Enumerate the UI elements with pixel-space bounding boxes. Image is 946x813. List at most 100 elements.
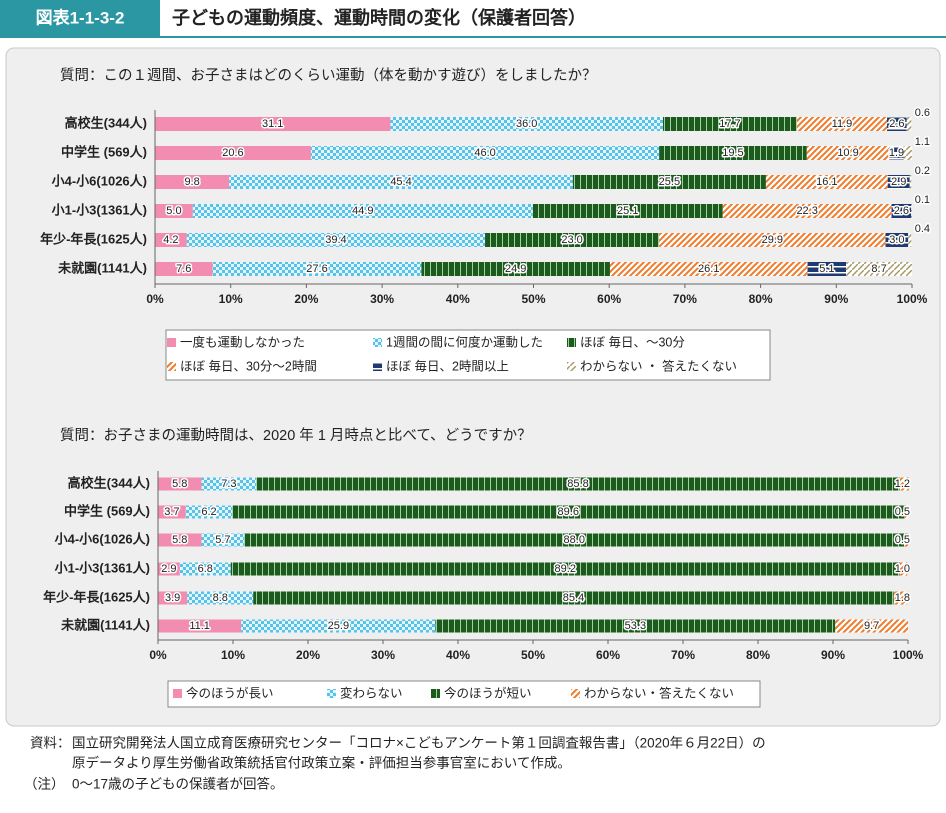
x-tick-label: 70% [673,292,697,306]
bar-segment [435,619,836,633]
figure-title: 子どもの運動頻度、運動時間の変化（保護者回答） [172,7,586,28]
value-label: 29.9 [762,234,783,246]
bar-segment [256,477,900,491]
bar-segment [155,204,193,218]
bar-segment [889,146,904,160]
bar-segment [201,533,245,547]
bar-segment [158,533,202,547]
legend-label: 1週間の間に何度か運動した [386,334,543,349]
value-label: 5.1 [819,263,834,275]
x-tick-label: 30% [370,292,394,306]
x-tick-label: 50% [521,648,545,662]
legend-swatch [373,362,382,371]
bar-segment [904,533,908,547]
bar-segment [155,175,230,189]
x-tick-label: 80% [746,648,770,662]
bar-segment [885,233,909,247]
value-label: 9.8 [184,176,199,188]
value-label: 23.0 [561,234,582,246]
bar-segment [158,591,188,605]
bar-segment [230,562,900,576]
value-label: 11.1 [189,620,210,632]
bar-segment [893,591,908,605]
bar-segment [241,619,436,633]
legend-swatch [567,362,576,371]
value-label: 1.0 [895,563,910,575]
value-label: 5.0 [166,205,181,217]
value-label: 19.5 [722,147,743,159]
value-label: 22.3 [796,205,817,217]
value-label: 2.9 [891,176,906,188]
bar-segment [532,204,723,218]
x-tick-label: 100% [897,292,928,306]
value-label: 25.9 [328,620,349,632]
bar-segment [155,117,391,131]
value-label: 1.9 [889,147,904,159]
value-label: 53.3 [625,620,646,632]
chart-title: 質問：この１週間、お子さまはどのくらい運動（体を動かす遊び）をしましたか？ [60,66,597,84]
value-label: 6.8 [198,563,213,575]
legend-label: わからない・答えたくない [584,685,734,700]
category-label: 高校生(344人) [68,475,150,490]
value-label: 11.9 [832,118,853,130]
legend-swatch [571,689,580,698]
value-label: 20.6 [222,147,243,159]
bar-segment [421,262,610,276]
bar-segment [158,477,202,491]
value-label: 44.9 [352,205,373,217]
legend-box [165,329,771,381]
legend-swatch [173,689,182,698]
bar-segment [899,562,908,576]
bar-segment [212,262,422,276]
category-label: 高校生(344人) [65,115,147,130]
legend-label: 一度も運動しなかった [180,334,305,349]
bar-segment [903,146,912,160]
x-tick-label: 20% [296,648,320,662]
category-label: 中学生 (569人) [64,503,150,518]
value-label: 26.1 [698,263,719,275]
bar-segment [155,262,213,276]
value-label: 0.5 [895,534,910,546]
value-label: 0.2 [915,165,930,177]
value-label: 0.6 [915,107,930,119]
bar-segment [253,591,894,605]
category-label: 未就園(1141人) [60,617,150,632]
value-label: 46.0 [474,147,495,159]
bar-segment [846,262,912,276]
value-label: 45.4 [390,176,411,188]
bar-segment [310,146,660,160]
value-label: 89.2 [555,563,576,575]
value-label: 5.8 [172,534,187,546]
bar-segment [158,619,242,633]
value-label: 27.6 [306,263,327,275]
category-label: 未就園(1141人) [57,260,147,275]
value-label: 0.5 [895,506,910,518]
bar-segment [659,233,886,247]
bar-segment [229,175,573,189]
x-tick-label: 10% [221,648,245,662]
bar-segment [155,233,187,247]
x-tick-label: 0% [146,292,164,306]
bar-segment [390,117,663,131]
value-label: 2.6 [889,118,904,130]
figure-label-box [0,0,160,36]
value-label: 36.0 [516,118,537,130]
legend-box [167,680,761,708]
bar-segment [911,204,912,218]
category-label: 年少-年長(1625人) [40,231,147,246]
value-label: 0.4 [915,223,930,235]
bar-segment [609,262,808,276]
bar-segment [485,233,660,247]
legend-label: わからない ・ 答えたくない [580,358,737,373]
x-tick-label: 40% [446,292,470,306]
bar-segment [158,562,180,576]
value-label: 31.1 [262,118,283,130]
x-tick-label: 50% [521,292,545,306]
bar-segment [906,117,912,131]
category-label: 小4-小6(1026人) [52,173,147,188]
bar-segment [887,117,907,131]
value-label: 4.2 [163,234,178,246]
legend-label: 変わらない [340,685,403,700]
